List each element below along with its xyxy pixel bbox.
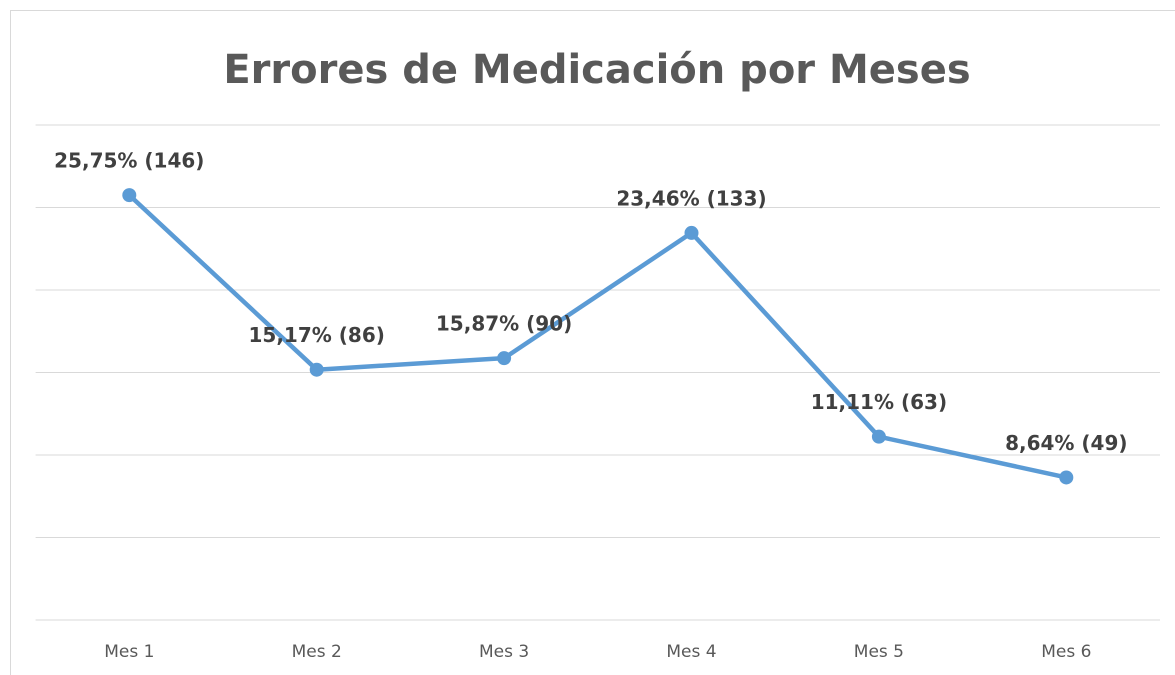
x-tick-label: Mes 4 <box>666 642 716 662</box>
marker <box>309 362 324 377</box>
chart-frame <box>10 10 1175 675</box>
data-label: 11,11% (63) <box>811 390 947 414</box>
data-label: 25,75% (146) <box>54 149 204 173</box>
x-tick-label: Mes 3 <box>479 642 529 662</box>
marker <box>684 225 699 240</box>
chart-title: Errores de Medicación por Meses <box>223 47 970 93</box>
x-tick-label: Mes 5 <box>854 642 904 662</box>
marker <box>1059 470 1074 485</box>
data-label: 15,87% (90) <box>436 312 572 336</box>
x-tick-label: Mes 6 <box>1041 642 1091 662</box>
data-label: 15,17% (86) <box>249 323 385 347</box>
x-tick-label: Mes 2 <box>292 642 342 662</box>
marker <box>871 429 886 444</box>
x-tick-label: Mes 1 <box>104 642 154 662</box>
data-label: 23,46% (133) <box>616 186 766 210</box>
data-label: 8,64% (49) <box>1005 431 1127 455</box>
line <box>127 193 1067 480</box>
marker <box>497 351 512 366</box>
marker <box>122 188 137 203</box>
